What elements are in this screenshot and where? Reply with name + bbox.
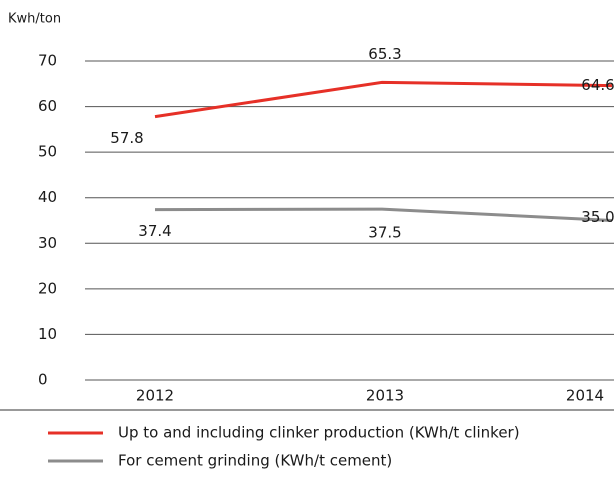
y-tick-label: 10 [38,325,57,343]
x-tick-label: 2012 [136,387,174,405]
y-tick-label: 50 [38,143,57,161]
data-label: 35.0 [581,208,614,226]
data-label: 37.4 [138,222,171,240]
data-label: 64.6 [581,76,614,94]
y-tick-label: 70 [38,52,57,70]
y-axis-label: Kwh/ton [8,12,61,27]
y-tick-label: 60 [38,97,57,115]
data-label: 65.3 [368,45,401,63]
y-tick-label: 0 [38,371,48,389]
legend-label: For cement grinding (KWh/t cement) [118,452,392,470]
legend-label: Up to and including clinker production (… [118,424,520,442]
x-tick-label: 2013 [366,387,404,405]
data-label: 57.8 [110,129,143,147]
series-line [154,207,613,222]
data-label: 37.5 [368,224,401,242]
series-line [154,80,613,119]
x-tick-label: 2014 [566,387,604,405]
y-tick-label: 20 [38,279,57,297]
y-tick-label: 30 [38,234,57,252]
y-tick-label: 40 [38,188,57,206]
